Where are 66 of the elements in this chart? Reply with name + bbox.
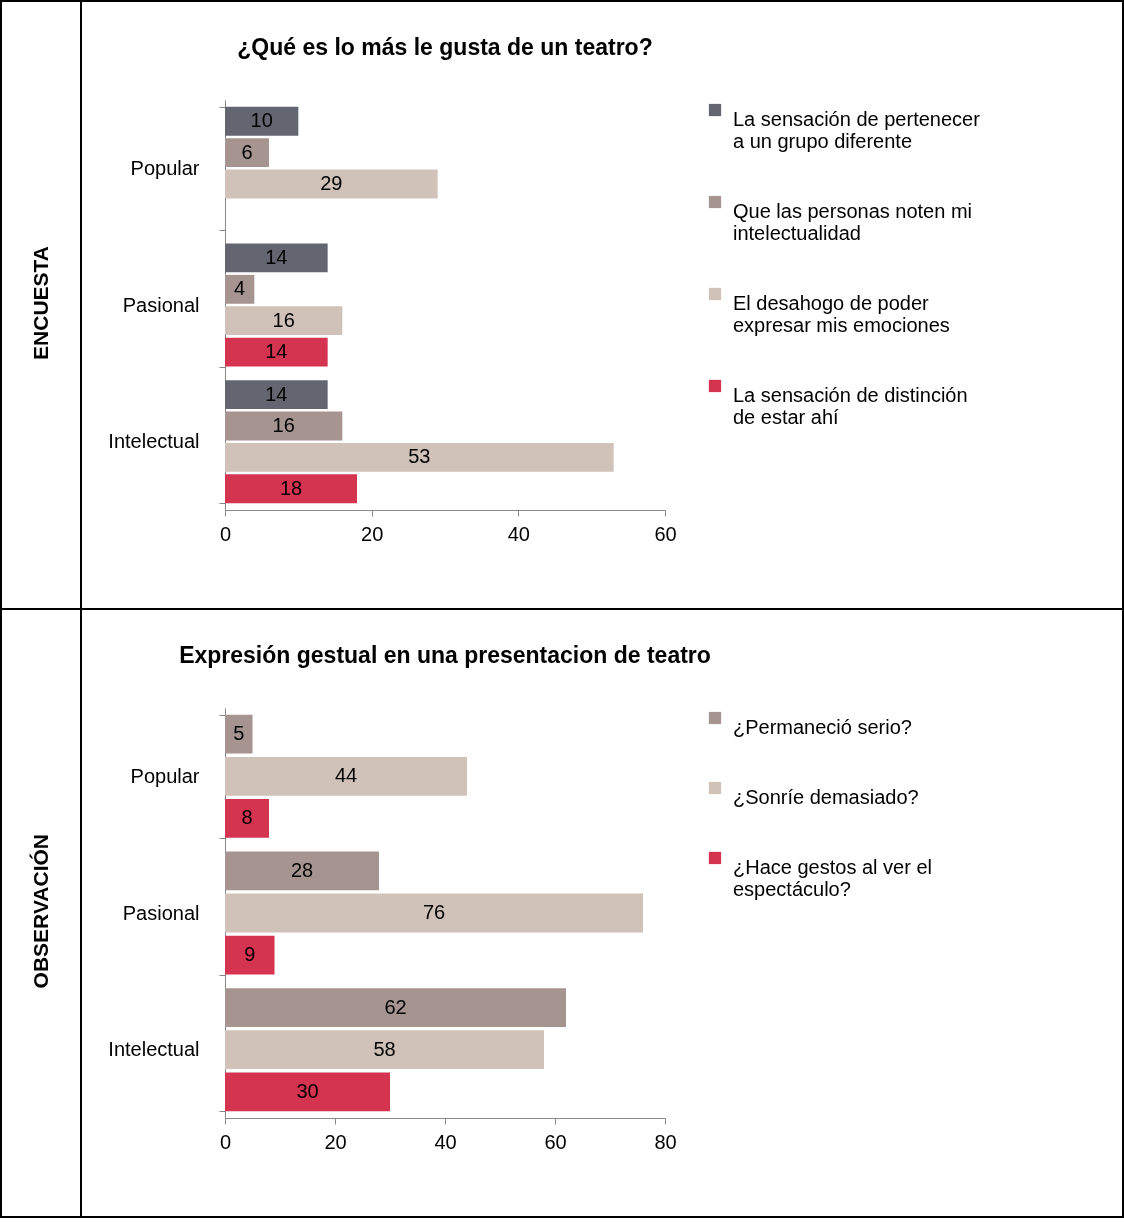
bar: [225, 756, 467, 796]
y-tick-label: Intelectual: [108, 1038, 200, 1061]
data-label: 16: [272, 413, 295, 436]
bar: [225, 169, 438, 199]
x-tick-label: 20: [361, 522, 384, 545]
x-tick-label: 40: [434, 1130, 457, 1153]
y-tick-label: Popular: [130, 156, 200, 179]
bar: [225, 714, 253, 754]
data-label: 30: [296, 1079, 319, 1102]
bar: [225, 442, 614, 472]
bar: [225, 851, 379, 891]
x-tick-label: 40: [507, 522, 530, 545]
legend-label: ¿Permaneció serio?: [733, 716, 912, 738]
bar: [225, 243, 328, 273]
data-label: 8: [241, 806, 253, 829]
y-tick-label: Pasional: [122, 293, 200, 316]
bar: [225, 106, 299, 136]
x-tick-label: 20: [324, 1130, 347, 1153]
bar: [225, 380, 328, 410]
data-label: 10: [250, 109, 273, 132]
data-label: 53: [408, 445, 431, 468]
y-axis-title: OBSERVACIÓN: [29, 833, 53, 989]
data-label: 28: [290, 858, 314, 881]
legend-label: La sensación de distinción de estar ahí: [733, 384, 968, 428]
data-label: 5: [233, 722, 245, 745]
data-label: 9: [244, 943, 256, 966]
bar: [225, 799, 269, 838]
bar: [225, 306, 343, 336]
x-tick-label: 60: [544, 1130, 567, 1153]
x-tick-label: 0: [219, 1130, 232, 1153]
bar: [225, 274, 255, 304]
y-tick-label: Intelectual: [108, 430, 200, 453]
legend-label: Que las personas noten mi intelectualidad: [733, 200, 973, 244]
data-label: 14: [265, 340, 288, 363]
legend-label: La sensación de pertenecer a un grupo diferente: [733, 108, 981, 152]
y-tick-label: Popular: [130, 764, 200, 787]
bar: [225, 474, 357, 504]
data-label: 62: [384, 995, 407, 1018]
bar: [225, 1030, 544, 1070]
bar: [225, 138, 269, 168]
bar: [225, 411, 343, 441]
data-label: 29: [320, 172, 343, 195]
bar: [225, 893, 643, 933]
chart-title: ¿Qué es lo más le gusta de un teatro?: [237, 34, 653, 60]
bar: [225, 988, 566, 1027]
data-label: 14: [265, 245, 288, 268]
legend-label: ¿Sonríe demasiado?: [733, 786, 919, 808]
legend-label: ¿Hace gestos al ver el espectáculo?: [733, 856, 932, 900]
data-label: 44: [334, 764, 358, 787]
bar: [225, 337, 328, 367]
x-tick-label: 0: [219, 522, 232, 545]
chart-title: Expresión gestual en una presentacion de teatro: [179, 642, 711, 668]
data-label: 4: [234, 277, 246, 300]
bar: [225, 1072, 390, 1112]
data-label: 76: [422, 901, 446, 923]
bar: [225, 935, 275, 975]
data-label: 6: [241, 140, 253, 163]
data-label: 58: [373, 1037, 396, 1060]
y-tick-label: Pasional: [122, 901, 200, 924]
x-tick-label: 80: [654, 1130, 677, 1153]
x-tick-label: 60: [654, 522, 677, 545]
y-axis-title: ENCUESTA: [29, 246, 53, 360]
data-label: 14: [265, 382, 288, 405]
data-label: 18: [279, 476, 303, 499]
legend-label: El desahogo de poder expresar mis emociones: [733, 292, 950, 336]
data-label: 16: [272, 308, 295, 331]
